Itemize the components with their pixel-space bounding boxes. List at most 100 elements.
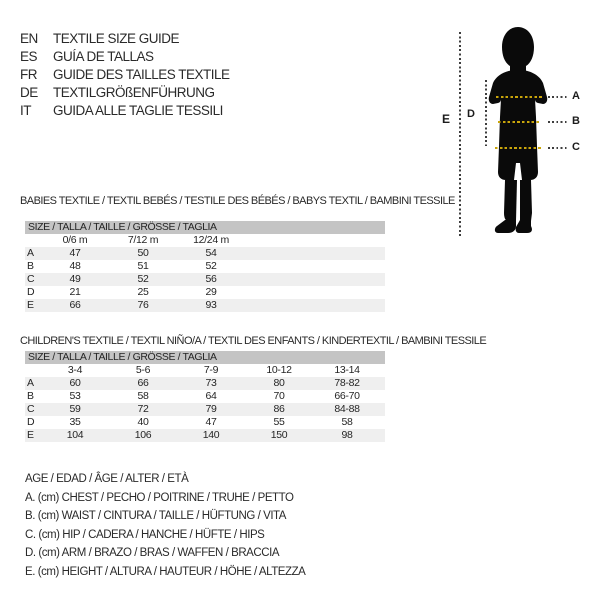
column-header: 7/12 m (127, 234, 159, 246)
measure-label-d: D (467, 108, 475, 120)
measure-label-e: E (442, 112, 450, 126)
table-row: B 48 51 52 (25, 260, 385, 273)
babies-column-header-row: 0/6 m 7/12 m 12/24 m (25, 234, 385, 247)
cell: 51 (137, 260, 149, 272)
language-title: GUIDE DES TAILLES TEXTILE (53, 67, 230, 82)
cell: 80 (273, 377, 285, 389)
children-column-header-row: 3-4 5-6 7-9 10-12 13-14 (25, 364, 385, 377)
cell: 73 (205, 377, 217, 389)
cell: 47 (69, 247, 81, 259)
cell: 66 (69, 299, 81, 311)
cell: 52 (137, 273, 149, 285)
measure-label-c: C (572, 141, 580, 153)
table-row: D 21 25 29 (25, 286, 385, 299)
row-label: E (27, 429, 34, 441)
cell: 70 (273, 390, 285, 402)
cell: 78-82 (334, 377, 360, 389)
legend-item-waist: B. (cm) WAIST / CINTURA / TAILLE / HÜFTU… (25, 510, 287, 522)
table-row: A 60 66 73 80 78-82 (25, 377, 385, 390)
cell: 49 (69, 273, 81, 285)
row-label: C (27, 403, 35, 415)
measurement-legend: AGE / EDAD / ÂGE / ALTER / ETÀ A. (cm) C… (25, 470, 306, 581)
leader-line-c (548, 147, 569, 149)
cell: 64 (205, 390, 217, 402)
leader-line-a (548, 96, 569, 98)
cell: 66-70 (334, 390, 360, 402)
column-header: 10-12 (266, 364, 292, 376)
language-row-fr: FR GUIDE DES TAILLES TEXTILE (20, 66, 230, 84)
column-header: 7-9 (203, 364, 219, 376)
cell: 35 (69, 416, 81, 428)
language-title: TEXTILE SIZE GUIDE (53, 31, 180, 46)
cell: 86 (273, 403, 285, 415)
language-code: ES (20, 49, 38, 64)
row-label: B (27, 260, 34, 272)
cell: 59 (69, 403, 81, 415)
row-label: A (27, 247, 34, 259)
language-code: DE (20, 85, 38, 100)
waist-measure-line-b (498, 121, 540, 123)
column-header: 3-4 (67, 364, 83, 376)
language-code: IT (20, 103, 32, 118)
language-code: EN (20, 31, 38, 46)
table-row: E 104 106 140 150 98 (25, 429, 385, 442)
language-row-it: IT GUIDA ALLE TAGLIE TESSILI (20, 102, 230, 120)
cell: 47 (205, 416, 217, 428)
row-label: E (27, 299, 34, 311)
babies-section-heading: BABIES TEXTILE / TEXTIL BEBÉS / TESTILE … (20, 195, 455, 207)
cell: 104 (66, 429, 84, 441)
children-section-heading: CHILDREN'S TEXTILE / TEXTIL NIÑO/A / TEX… (20, 335, 487, 347)
cell: 76 (137, 299, 149, 311)
column-header: 0/6 m (62, 234, 88, 246)
language-row-es: ES GUÍA DE TALLAS (20, 48, 230, 66)
cell: 21 (69, 286, 81, 298)
language-title: GUIDA ALLE TAGLIE TESSILI (53, 103, 223, 118)
measure-label-a: A (572, 90, 580, 102)
language-title: GUÍA DE TALLAS (53, 49, 154, 64)
cell: 50 (137, 247, 149, 259)
hip-measure-line-c (495, 147, 543, 149)
row-label: C (27, 273, 35, 285)
measure-label-b: B (572, 115, 580, 127)
legend-item-chest: A. (cm) CHEST / PECHO / POITRINE / TRUHE… (25, 491, 294, 504)
cell: 98 (341, 429, 353, 441)
table-row: E 66 76 93 (25, 299, 385, 312)
cell: 66 (137, 377, 149, 389)
column-header: 5-6 (135, 364, 151, 376)
legend-age-line: AGE / EDAD / ÂGE / ALTER / ETÀ (25, 473, 189, 485)
language-code: FR (20, 67, 38, 82)
chest-measure-line-a (496, 96, 542, 98)
cell: 79 (205, 403, 217, 415)
legend-item-arm: D. (cm) ARM / BRAZO / BRAS / WAFFEN / BR… (25, 547, 280, 559)
row-label: D (27, 286, 35, 298)
language-row-en: EN TEXTILE SIZE GUIDE (20, 30, 230, 48)
language-row-de: DE TEXTILGRÖßENFÜHRUNG (20, 84, 230, 102)
cell: 40 (137, 416, 149, 428)
row-label: A (27, 377, 34, 389)
cell: 25 (137, 286, 149, 298)
cell: 58 (341, 416, 353, 428)
children-size-header-bar: SIZE / TALLA / TAILLE / GRÖSSE / TAGLIA (25, 351, 385, 364)
column-header: 13-14 (334, 364, 360, 376)
children-size-table: SIZE / TALLA / TAILLE / GRÖSSE / TAGLIA … (25, 351, 385, 442)
cell: 55 (273, 416, 285, 428)
row-label: D (27, 416, 35, 428)
cell: 58 (137, 390, 149, 402)
column-header: 12/24 m (193, 234, 229, 246)
cell: 48 (69, 260, 81, 272)
height-measure-line-e (459, 32, 461, 237)
cell: 60 (69, 377, 81, 389)
cell: 56 (205, 273, 217, 285)
cell: 84-88 (334, 403, 360, 415)
table-row: D 35 40 47 55 58 (25, 416, 385, 429)
cell: 150 (270, 429, 288, 441)
cell: 54 (205, 247, 217, 259)
cell: 29 (205, 286, 217, 298)
legend-item-hip: C. (cm) HIP / CADERA / HANCHE / HÜFTE / … (25, 528, 265, 541)
cell: 52 (205, 260, 217, 272)
cell: 140 (202, 429, 220, 441)
language-list: EN TEXTILE SIZE GUIDE ES GUÍA DE TALLAS … (20, 30, 230, 120)
child-silhouette-figure (488, 27, 548, 233)
cell: 53 (69, 390, 81, 402)
